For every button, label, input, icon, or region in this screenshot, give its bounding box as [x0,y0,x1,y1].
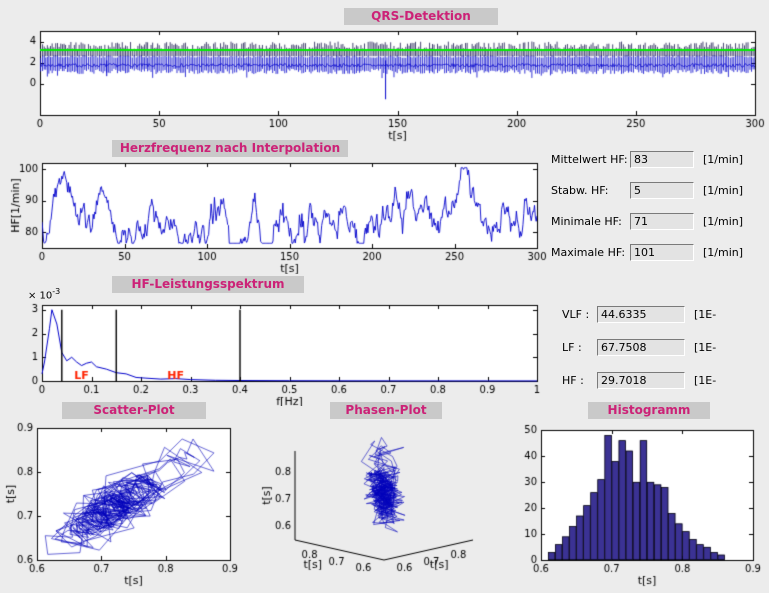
histogram-plot-canvas [520,420,769,593]
vlf-label: VLF : [562,307,590,321]
min-hf-row: Minimale HF: 71 [1/min] [551,212,743,230]
histogram-plot-title: Histogramm [588,402,710,419]
hf-unit: [1E- [694,373,717,387]
hf-plot-title: Herzfrequenz nach Interpolation [112,140,348,157]
vlf-unit: [1E- [694,307,717,321]
mean-hf-value-field[interactable]: 83 [630,150,694,168]
std-hf-row: Stabw. HF: 5 [1/min] [551,181,743,199]
lf-label: LF : [562,340,582,354]
qrs-plot-canvas [0,26,769,145]
std-hf-label: Stabw. HF: [551,183,609,197]
hf-value-field[interactable]: 29.7018 [597,371,685,389]
spectrum-plot-title: HF-Leistungsspektrum [112,276,304,293]
max-hf-row: Maximale HF: 101 [1/min] [551,243,743,261]
std-hf-value-field[interactable]: 5 [630,181,694,199]
phase-plot-title: Phasen-Plot [330,402,442,419]
lf-unit: [1E- [694,340,717,354]
spectrum-y-scale-label: × 10-3 [28,287,60,301]
min-hf-unit: [1/min] [703,214,744,228]
scatter-plot-canvas [0,420,250,593]
mean-hf-label: Mittelwert HF: [551,152,628,166]
spectrum-plot-canvas [0,284,550,406]
max-hf-value-field[interactable]: 101 [630,243,694,261]
min-hf-label: Minimale HF: [551,214,622,228]
hf-label: HF : [562,373,584,387]
spectrum-y-scale-base: × 10 [28,290,53,302]
qrs-plot-title: QRS-Detektion [344,8,498,25]
lf-row: LF : 67.7508 [1E- [562,338,716,356]
mean-hf-row: Mittelwert HF: 83 [1/min] [551,150,743,168]
spectrum-y-scale-exp: -3 [52,287,61,296]
std-hf-unit: [1/min] [703,183,744,197]
vlf-row: VLF : 44.6335 [1E- [562,305,716,323]
lf-value-field[interactable]: 67.7508 [597,338,685,356]
mean-hf-unit: [1/min] [703,152,744,166]
hf-row: HF : 29.7018 [1E- [562,371,716,389]
scatter-plot-title: Scatter-Plot [62,402,206,419]
phase-plot-canvas [253,420,515,593]
vlf-value-field[interactable]: 44.6335 [597,305,685,323]
max-hf-label: Maximale HF: [551,245,626,259]
min-hf-value-field[interactable]: 71 [630,212,694,230]
max-hf-unit: [1/min] [703,245,744,259]
hf-plot-canvas [0,148,550,274]
